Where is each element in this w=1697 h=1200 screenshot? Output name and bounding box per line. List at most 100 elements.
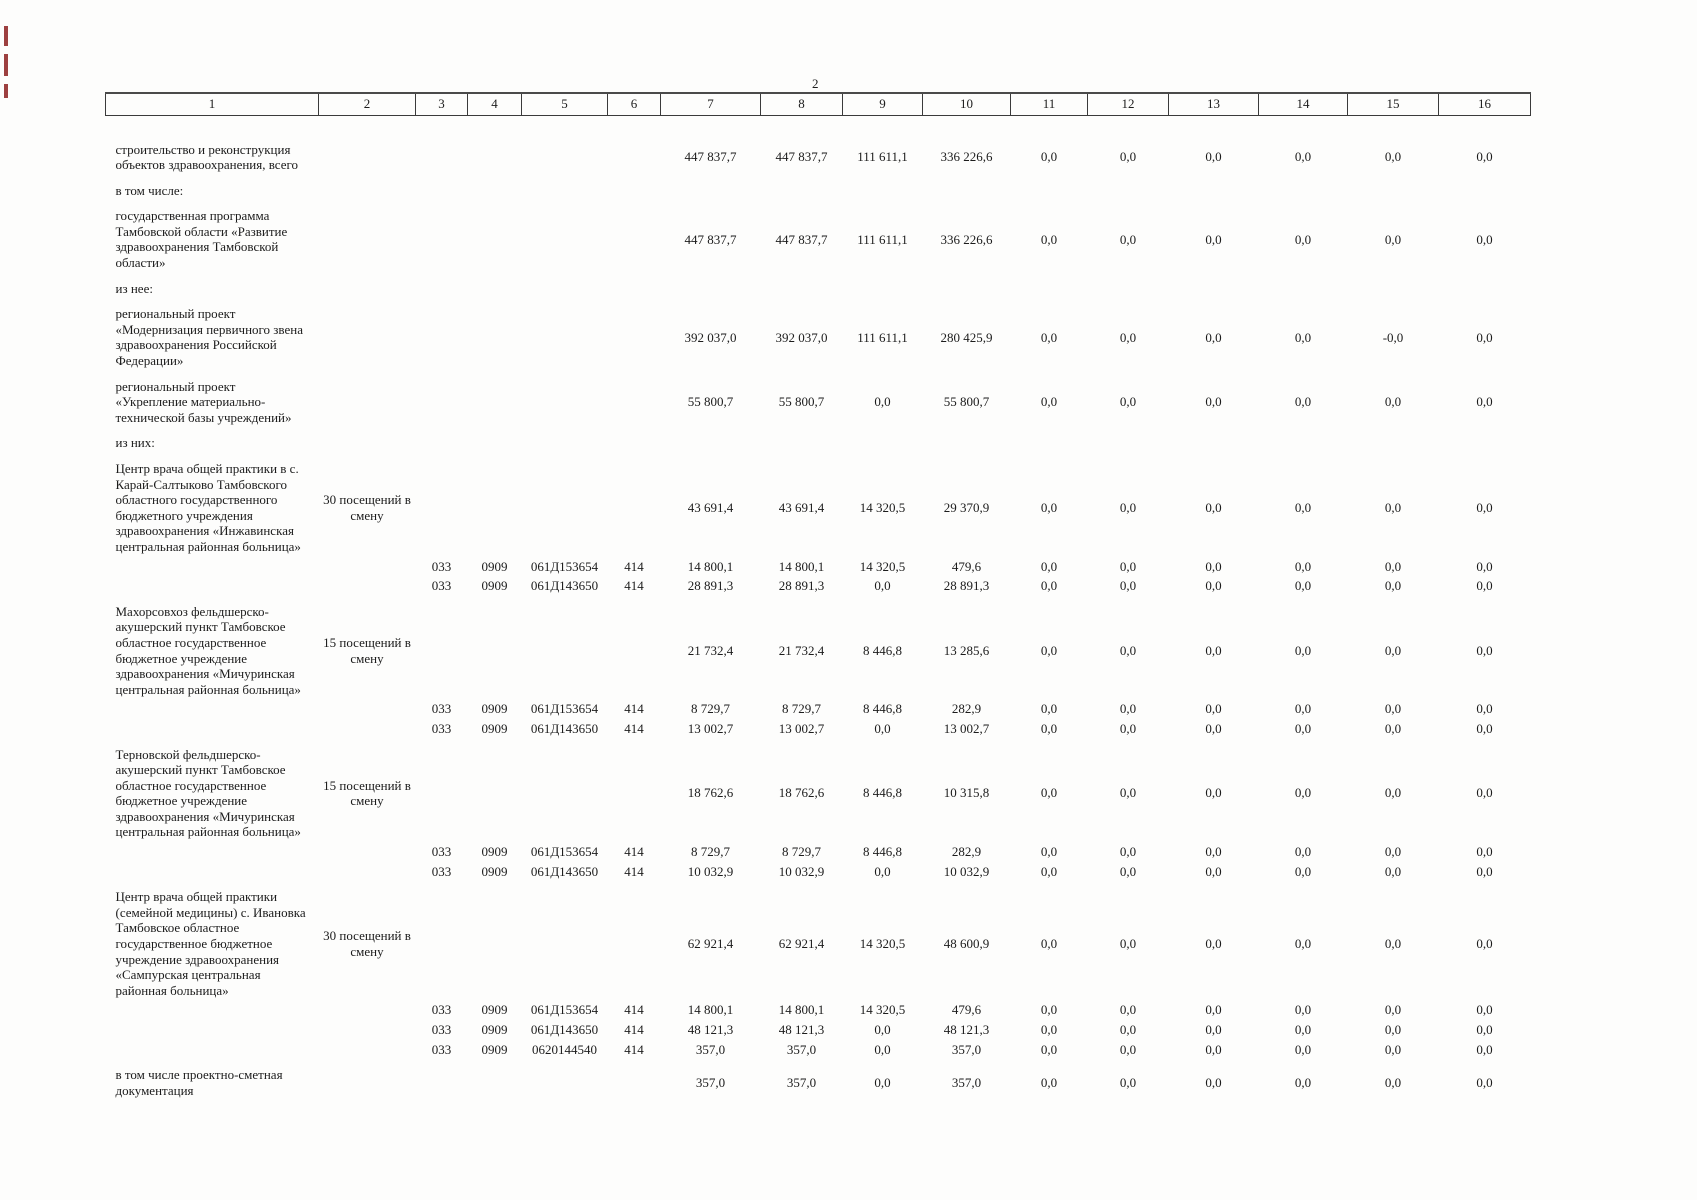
capacity-cell: 30 посещений в смену — [323, 928, 411, 959]
value-cell: 0,0 — [1119, 1022, 1137, 1037]
column-number-header: 15 — [1347, 92, 1439, 116]
name-cell: в том числе проектно-сметная документаци… — [115, 1067, 283, 1098]
grbs-code-cell: 033 — [431, 701, 452, 717]
value-cell: 392 037,0 — [684, 329, 737, 345]
name-cell: региональный проект «Укрепление материал… — [115, 378, 292, 425]
value-cell: 447 837,7 — [684, 149, 737, 165]
value-cell: 0,0 — [1476, 863, 1493, 879]
expense-type-code-cell: 414 — [624, 720, 644, 736]
value-cell: 0,0 — [1205, 642, 1222, 658]
target-article-code-cell: 061Д143650 — [530, 863, 599, 879]
section-code-cell: 0909 — [481, 558, 508, 574]
name-cell: Центр врача общей практики в с. Карай-Са… — [115, 461, 301, 554]
value-cell — [1348, 427, 1439, 453]
value-cell: 14 800,1 — [687, 1002, 734, 1018]
value-cell: 0,0 — [1205, 844, 1222, 860]
value-cell: 0,0 — [1040, 149, 1058, 165]
target-article-code-cell: 061Д143650 — [530, 720, 599, 736]
value-cell: 0,0 — [1040, 642, 1058, 658]
value-cell: 10 032,9 — [943, 863, 990, 879]
value-cell — [1169, 273, 1259, 299]
table-row: из них: — [106, 427, 1531, 453]
table-row: строительство и реконструкция объектов з… — [106, 115, 1531, 175]
value-cell: 0,0 — [1476, 844, 1493, 860]
value-cell: 0,0 — [874, 863, 891, 879]
grbs-code-cell: 033 — [431, 558, 452, 574]
value-cell: 0,0 — [1294, 1002, 1312, 1018]
value-cell: 48 121,3 — [943, 1022, 990, 1037]
value-cell: 0,0 — [1205, 720, 1222, 736]
section-code-cell: 0909 — [481, 844, 508, 860]
value-cell: 0,0 — [1040, 863, 1058, 879]
value-cell: 55 800,7 — [943, 394, 990, 410]
capacity-cell — [319, 273, 416, 299]
value-cell: 55 800,7 — [687, 394, 734, 410]
value-cell — [761, 273, 843, 299]
value-cell: 0,0 — [1205, 785, 1222, 801]
value-cell: 0,0 — [1040, 329, 1058, 345]
value-cell: 0,0 — [1119, 642, 1137, 658]
target-article-code-cell — [522, 115, 608, 175]
value-cell: 8 729,7 — [782, 701, 821, 717]
table-body: строительство и реконструкция объектов з… — [106, 115, 1531, 1100]
expense-type-code-cell — [608, 881, 661, 1000]
column-number-header: 16 — [1438, 92, 1531, 116]
grbs-code-cell — [416, 1059, 468, 1100]
table-row: 033 0909 061Д143650 414 28 891,3 28 891,3 0,0 2… — [106, 576, 1531, 596]
section-code-cell — [468, 881, 522, 1000]
value-cell: 28 891,3 — [778, 578, 825, 594]
value-cell: 0,0 — [1384, 394, 1402, 410]
value-cell — [1011, 427, 1088, 453]
value-cell: 0,0 — [1205, 701, 1222, 717]
value-cell: 0,0 — [1040, 394, 1058, 410]
grbs-code-cell — [416, 298, 468, 370]
value-cell: 0,0 — [1040, 558, 1058, 574]
value-cell: 0,0 — [1205, 231, 1222, 247]
section-code-cell — [468, 1059, 522, 1100]
expense-type-code-cell — [608, 273, 661, 299]
grbs-code-cell — [416, 881, 468, 1000]
table-row: в том числе: — [106, 175, 1531, 201]
value-cell — [1169, 427, 1259, 453]
value-cell: 0,0 — [1476, 1041, 1493, 1057]
value-cell: 0,0 — [1040, 578, 1058, 594]
table-row: Махорсовхоз фельдшерско-акушерский пункт… — [106, 596, 1531, 700]
expense-type-code-cell: 414 — [624, 1002, 644, 1018]
value-cell: 357,0 — [786, 1041, 817, 1057]
grbs-code-cell — [416, 273, 468, 299]
section-code-cell — [468, 371, 522, 428]
value-cell: 8 729,7 — [782, 844, 821, 860]
value-cell — [923, 427, 1011, 453]
expense-type-code-cell: 414 — [624, 1022, 644, 1037]
page-number: 2 — [812, 76, 819, 91]
grbs-code-cell — [416, 427, 468, 453]
value-cell: 0,0 — [1294, 936, 1312, 952]
value-cell — [1439, 273, 1531, 299]
capacity-cell — [319, 371, 416, 428]
expense-type-code-cell — [608, 175, 661, 201]
scan-edge-mark — [4, 84, 8, 98]
value-cell: 336 226,6 — [940, 149, 993, 165]
value-cell: 357,0 — [695, 1041, 726, 1057]
value-cell — [1439, 427, 1531, 453]
value-cell: 111 611,1 — [857, 149, 908, 165]
expense-type-code-cell — [608, 371, 661, 428]
column-number-header: 1 — [105, 92, 319, 116]
value-cell: 0,0 — [1476, 329, 1493, 345]
name-cell — [106, 842, 319, 862]
value-cell: 0,0 — [1205, 499, 1222, 515]
expense-type-code-cell — [608, 200, 661, 272]
value-cell: 0,0 — [1040, 720, 1058, 736]
capacity-cell — [319, 427, 416, 453]
value-cell: 14 320,5 — [859, 499, 906, 515]
value-cell: 0,0 — [1119, 844, 1137, 860]
value-cell: 0,0 — [1205, 394, 1222, 410]
scan-edge-mark — [4, 26, 8, 46]
section-code-cell — [468, 175, 522, 201]
value-cell: 111 611,1 — [857, 231, 908, 247]
target-article-code-cell — [522, 596, 608, 700]
value-cell: 0,0 — [1119, 785, 1137, 801]
value-cell: 0,0 — [1119, 1041, 1137, 1057]
expense-type-code-cell: 414 — [624, 844, 644, 860]
